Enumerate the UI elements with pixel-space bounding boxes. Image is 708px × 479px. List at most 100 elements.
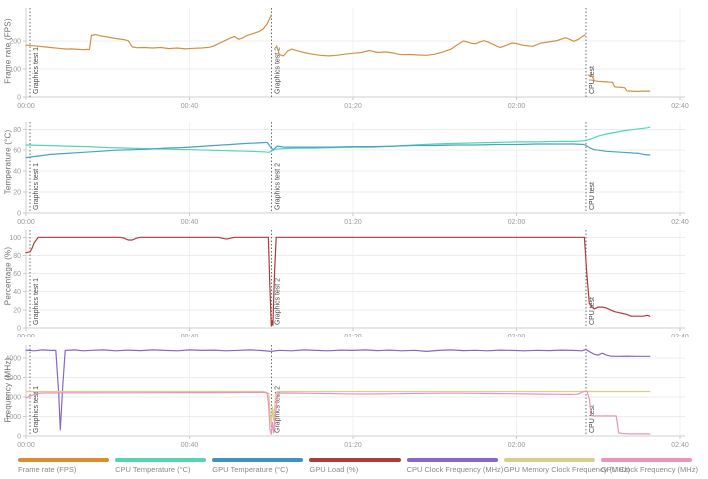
legend-item-frame-rate-fps: Frame rate (FPS) bbox=[18, 458, 110, 474]
event-marker-graphics-test-2: Graphics test 2 bbox=[270, 8, 281, 97]
y-tick-label: 100 bbox=[9, 235, 21, 242]
y-tick-label: 80 bbox=[13, 127, 21, 134]
panel-percentage: Percentage (%) 00:00 00:40 01:20 02:00 02:40… bbox=[0, 224, 708, 337]
y-tick-label: 0 bbox=[17, 434, 21, 441]
y-tick-label: 40 bbox=[13, 289, 21, 296]
y-tick-label: 0 bbox=[17, 211, 21, 218]
event-label: Graphics test 1 bbox=[33, 47, 40, 94]
y-tick-label: 20 bbox=[13, 190, 21, 197]
y-tick-label: 0 bbox=[17, 95, 21, 102]
x-tick-label: 02:40 bbox=[671, 334, 689, 337]
x-tick-label: 01:20 bbox=[344, 219, 362, 224]
temperature-plot: 00:00 00:40 01:20 02:00 02:40 0 20 40 60 80 Graphi… bbox=[13, 122, 689, 224]
event-marker-graphics-test-1: Graphics test 1 bbox=[29, 122, 40, 213]
frequency-plot: 00:00 00:40 01:20 02:00 02:40 0 1000 2000 3000 40… bbox=[5, 345, 689, 449]
y-tick-label: 3000 bbox=[5, 375, 21, 382]
legend-swatch-gpu-load bbox=[309, 458, 401, 462]
gridlines bbox=[25, 345, 685, 436]
event-marker-graphics-test-1: Graphics test 1 bbox=[29, 8, 40, 97]
event-label: CPU test bbox=[589, 66, 596, 94]
y-tick-label: 80 bbox=[13, 253, 21, 260]
series-cpu-clock-frequency-mhz bbox=[25, 348, 651, 431]
event-marker-graphics-test-2: Graphics test 2 bbox=[270, 122, 281, 213]
x-tick-label: 01:20 bbox=[344, 103, 362, 110]
frequency-axis-title: Frequency (MHz) bbox=[3, 357, 13, 423]
legend-item-gpu-memory-clock-frequency-mhz: GPU Memory Clock Frequency (MHz) bbox=[503, 458, 630, 474]
event-marker-graphics-test-1: Graphics test 1 bbox=[29, 345, 40, 436]
panel-frequency: Frequency (MHz) 00:00 00:40 01:20 02:00 02:4… bbox=[0, 337, 708, 452]
y-tick-label: 100 bbox=[9, 67, 21, 74]
legend-swatch-cpu-temperature-c bbox=[115, 458, 207, 462]
x-tick-label: 01:20 bbox=[344, 442, 362, 449]
series-frame-rate-fps bbox=[25, 14, 651, 92]
temperature-axis-title: Temperature (°C) bbox=[3, 130, 13, 195]
frame-rate-axis-title: Frame rate (FPS) bbox=[3, 17, 13, 84]
legend-label: CPU Temperature (°C) bbox=[115, 465, 191, 474]
legend-label: CPU Clock Frequency (MHz) bbox=[406, 465, 504, 474]
event-label: CPU test bbox=[589, 297, 596, 325]
event-label: Graphics test 2 bbox=[274, 163, 281, 210]
frame-rate-plot: 00:00 00:40 01:20 02:00 02:40 0 100 200 Graphics… bbox=[9, 8, 689, 110]
legend-swatch-gpu-clock-frequency-mhz bbox=[600, 458, 692, 462]
percentage-plot: 00:00 00:40 01:20 02:00 02:40 0 20 40 60 80 100 Gra… bbox=[9, 230, 689, 337]
y-tick-label: 60 bbox=[13, 271, 21, 278]
panel-temperature: Temperature (°C) 00:00 00:40 01:20 02:00 02:… bbox=[0, 110, 708, 224]
x-tick-label: 00:40 bbox=[181, 442, 199, 449]
x-tick-label: 02:00 bbox=[508, 219, 526, 224]
event-marker-cpu-test: CPU test bbox=[585, 230, 596, 328]
x-tick-label: 00:40 bbox=[181, 103, 199, 110]
x-tick-label: 02:40 bbox=[671, 219, 689, 224]
event-label: Graphics test 2 bbox=[274, 278, 281, 325]
legend-item-gpu-load: GPU Load (%) bbox=[309, 458, 401, 474]
x-tick-label: 00:40 bbox=[181, 334, 199, 337]
event-label: CPU test bbox=[589, 405, 596, 433]
event-marker-cpu-test: CPU test bbox=[585, 122, 596, 213]
event-label: Graphics test 1 bbox=[33, 163, 40, 210]
x-tick-label: 00:00 bbox=[17, 219, 35, 224]
series-gpu-memory-clock-frequency-mhz bbox=[25, 390, 651, 426]
x-tick-label: 02:40 bbox=[671, 103, 689, 110]
event-label: Graphics test 1 bbox=[33, 386, 40, 433]
legend-swatch-gpu-temperature-c bbox=[212, 458, 304, 462]
legend: Frame rate (FPS) CPU Temperature (°C) GPU … bbox=[0, 452, 708, 474]
event-marker-cpu-test: CPU test bbox=[585, 8, 596, 97]
legend-item-gpu-clock-frequency-mhz: GPU Clock Frequency (MHz) bbox=[600, 458, 698, 474]
event-label: Graphics test 2 bbox=[274, 386, 281, 433]
legend-label: GPU Clock Frequency (MHz) bbox=[600, 465, 698, 474]
event-marker-graphics-test-2: Graphics test 2 bbox=[270, 345, 281, 436]
y-tick-label: 1000 bbox=[5, 414, 21, 421]
series-cpu-temperature-c bbox=[25, 126, 651, 153]
event-label: Graphics test 1 bbox=[33, 278, 40, 325]
series-gpu-load bbox=[25, 236, 651, 327]
x-tick-label: 02:40 bbox=[671, 442, 689, 449]
event-label: Graphics test 2 bbox=[274, 47, 281, 94]
x-tick-label: 00:00 bbox=[17, 103, 35, 110]
y-tick-label: 40 bbox=[13, 169, 21, 176]
gridlines bbox=[25, 122, 685, 213]
legend-label: Frame rate (FPS) bbox=[18, 465, 77, 474]
y-tick-label: 200 bbox=[9, 39, 21, 46]
x-tick-label: 02:00 bbox=[508, 334, 526, 337]
event-marker-cpu-test: CPU test bbox=[585, 345, 596, 436]
x-tick-label: 00:00 bbox=[17, 442, 35, 449]
x-tick-label: 01:20 bbox=[344, 334, 362, 337]
percentage-axis-title: Percentage (%) bbox=[3, 246, 13, 306]
series-gpu-clock-frequency-mhz bbox=[25, 390, 651, 435]
series-gpu-temperature-c bbox=[25, 141, 651, 159]
legend-label: GPU Memory Clock Frequency (MHz) bbox=[503, 465, 630, 474]
legend-item-cpu-clock-frequency-mhz: CPU Clock Frequency (MHz) bbox=[406, 458, 504, 474]
x-tick-label: 00:40 bbox=[181, 219, 199, 224]
y-tick-label: 60 bbox=[13, 148, 21, 155]
legend-swatch-frame-rate-fps bbox=[18, 458, 110, 462]
y-tick-label: 4000 bbox=[5, 356, 21, 363]
y-tick-label: 0 bbox=[17, 326, 21, 333]
panel-frame-rate: Frame rate (FPS) 00:00 00:40 01:20 02:00 02:… bbox=[0, 0, 708, 110]
legend-swatch-cpu-clock-frequency-mhz bbox=[406, 458, 498, 462]
legend-swatch-gpu-memory-clock-frequency-mhz bbox=[503, 458, 595, 462]
event-label: CPU test bbox=[589, 182, 596, 210]
x-tick-label: 00:00 bbox=[17, 334, 35, 337]
x-tick-label: 02:00 bbox=[508, 442, 526, 449]
legend-label: GPU Temperature (°C) bbox=[212, 465, 289, 474]
legend-item-gpu-temperature-c: GPU Temperature (°C) bbox=[212, 458, 304, 474]
